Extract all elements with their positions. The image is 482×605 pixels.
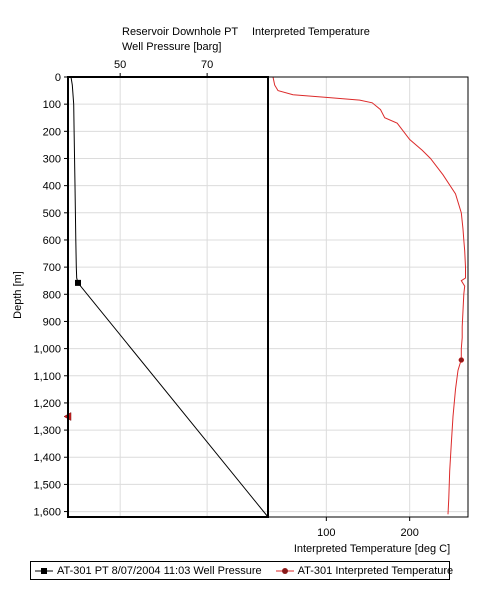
legend-label-temperature: AT-301 Interpreted Temperature — [297, 564, 454, 577]
y-tick-label: 400 — [43, 181, 61, 193]
y-tick-label: 500 — [43, 208, 61, 220]
temperature-axis-label: Interpreted Temperature [deg C] — [294, 543, 450, 555]
temperature-x-tick-label: 100 — [317, 527, 335, 539]
pressure-x-tick-label: 70 — [201, 59, 213, 71]
y-tick-label: 1,600 — [33, 507, 61, 519]
chart-legend: AT-301 PT 8/07/2004 11:03 Well Pressure … — [30, 561, 453, 580]
y-tick-label: 900 — [43, 316, 61, 328]
series-line-temperature — [272, 76, 466, 515]
y-tick-label: 1,300 — [33, 425, 61, 437]
pressure-panel-title: Reservoir Downhole PT — [122, 26, 238, 38]
series-line-pressure — [70, 76, 269, 518]
pressure-panel-frame — [67, 76, 269, 518]
y-tick-label: 0 — [55, 72, 61, 84]
series-marker-temperature — [458, 357, 465, 363]
y-tick-label: 1,000 — [33, 344, 61, 356]
legend-item-pressure: AT-301 PT 8/07/2004 11:03 Well Pressure — [35, 565, 262, 577]
y-tick-label: 1,200 — [33, 398, 61, 410]
legend-swatch-pressure — [35, 567, 53, 574]
depth-axis-label: Depth [m] — [12, 271, 24, 319]
depth-profile-chart: Reservoir Downhole PT Interpreted Temper… — [12, 26, 469, 555]
temperature-panel-title: Interpreted Temperature — [252, 26, 370, 38]
legend-label-pressure: AT-301 PT 8/07/2004 11:03 Well Pressure — [57, 564, 262, 577]
legend-swatch-temperature — [275, 567, 294, 574]
pressure-x-tick-label: 50 — [114, 59, 126, 71]
pressure-axis-label: Well Pressure [barg] — [122, 41, 221, 53]
y-tick-label: 800 — [43, 289, 61, 301]
y-tick-label: 1,400 — [33, 452, 61, 464]
y-tick-label: 700 — [43, 262, 61, 274]
y-tick-label: 300 — [43, 153, 61, 165]
series-marker-pressure — [75, 279, 81, 286]
y-tick-label: 1,100 — [33, 371, 61, 383]
y-tick-label: 200 — [43, 126, 61, 138]
legend-item-temperature: AT-301 Interpreted Temperature — [275, 564, 454, 577]
y-tick-label: 100 — [43, 99, 61, 111]
y-tick-label: 600 — [43, 235, 61, 247]
y-tick-label: 1,500 — [33, 479, 61, 491]
temperature-x-tick-label: 200 — [400, 527, 418, 539]
